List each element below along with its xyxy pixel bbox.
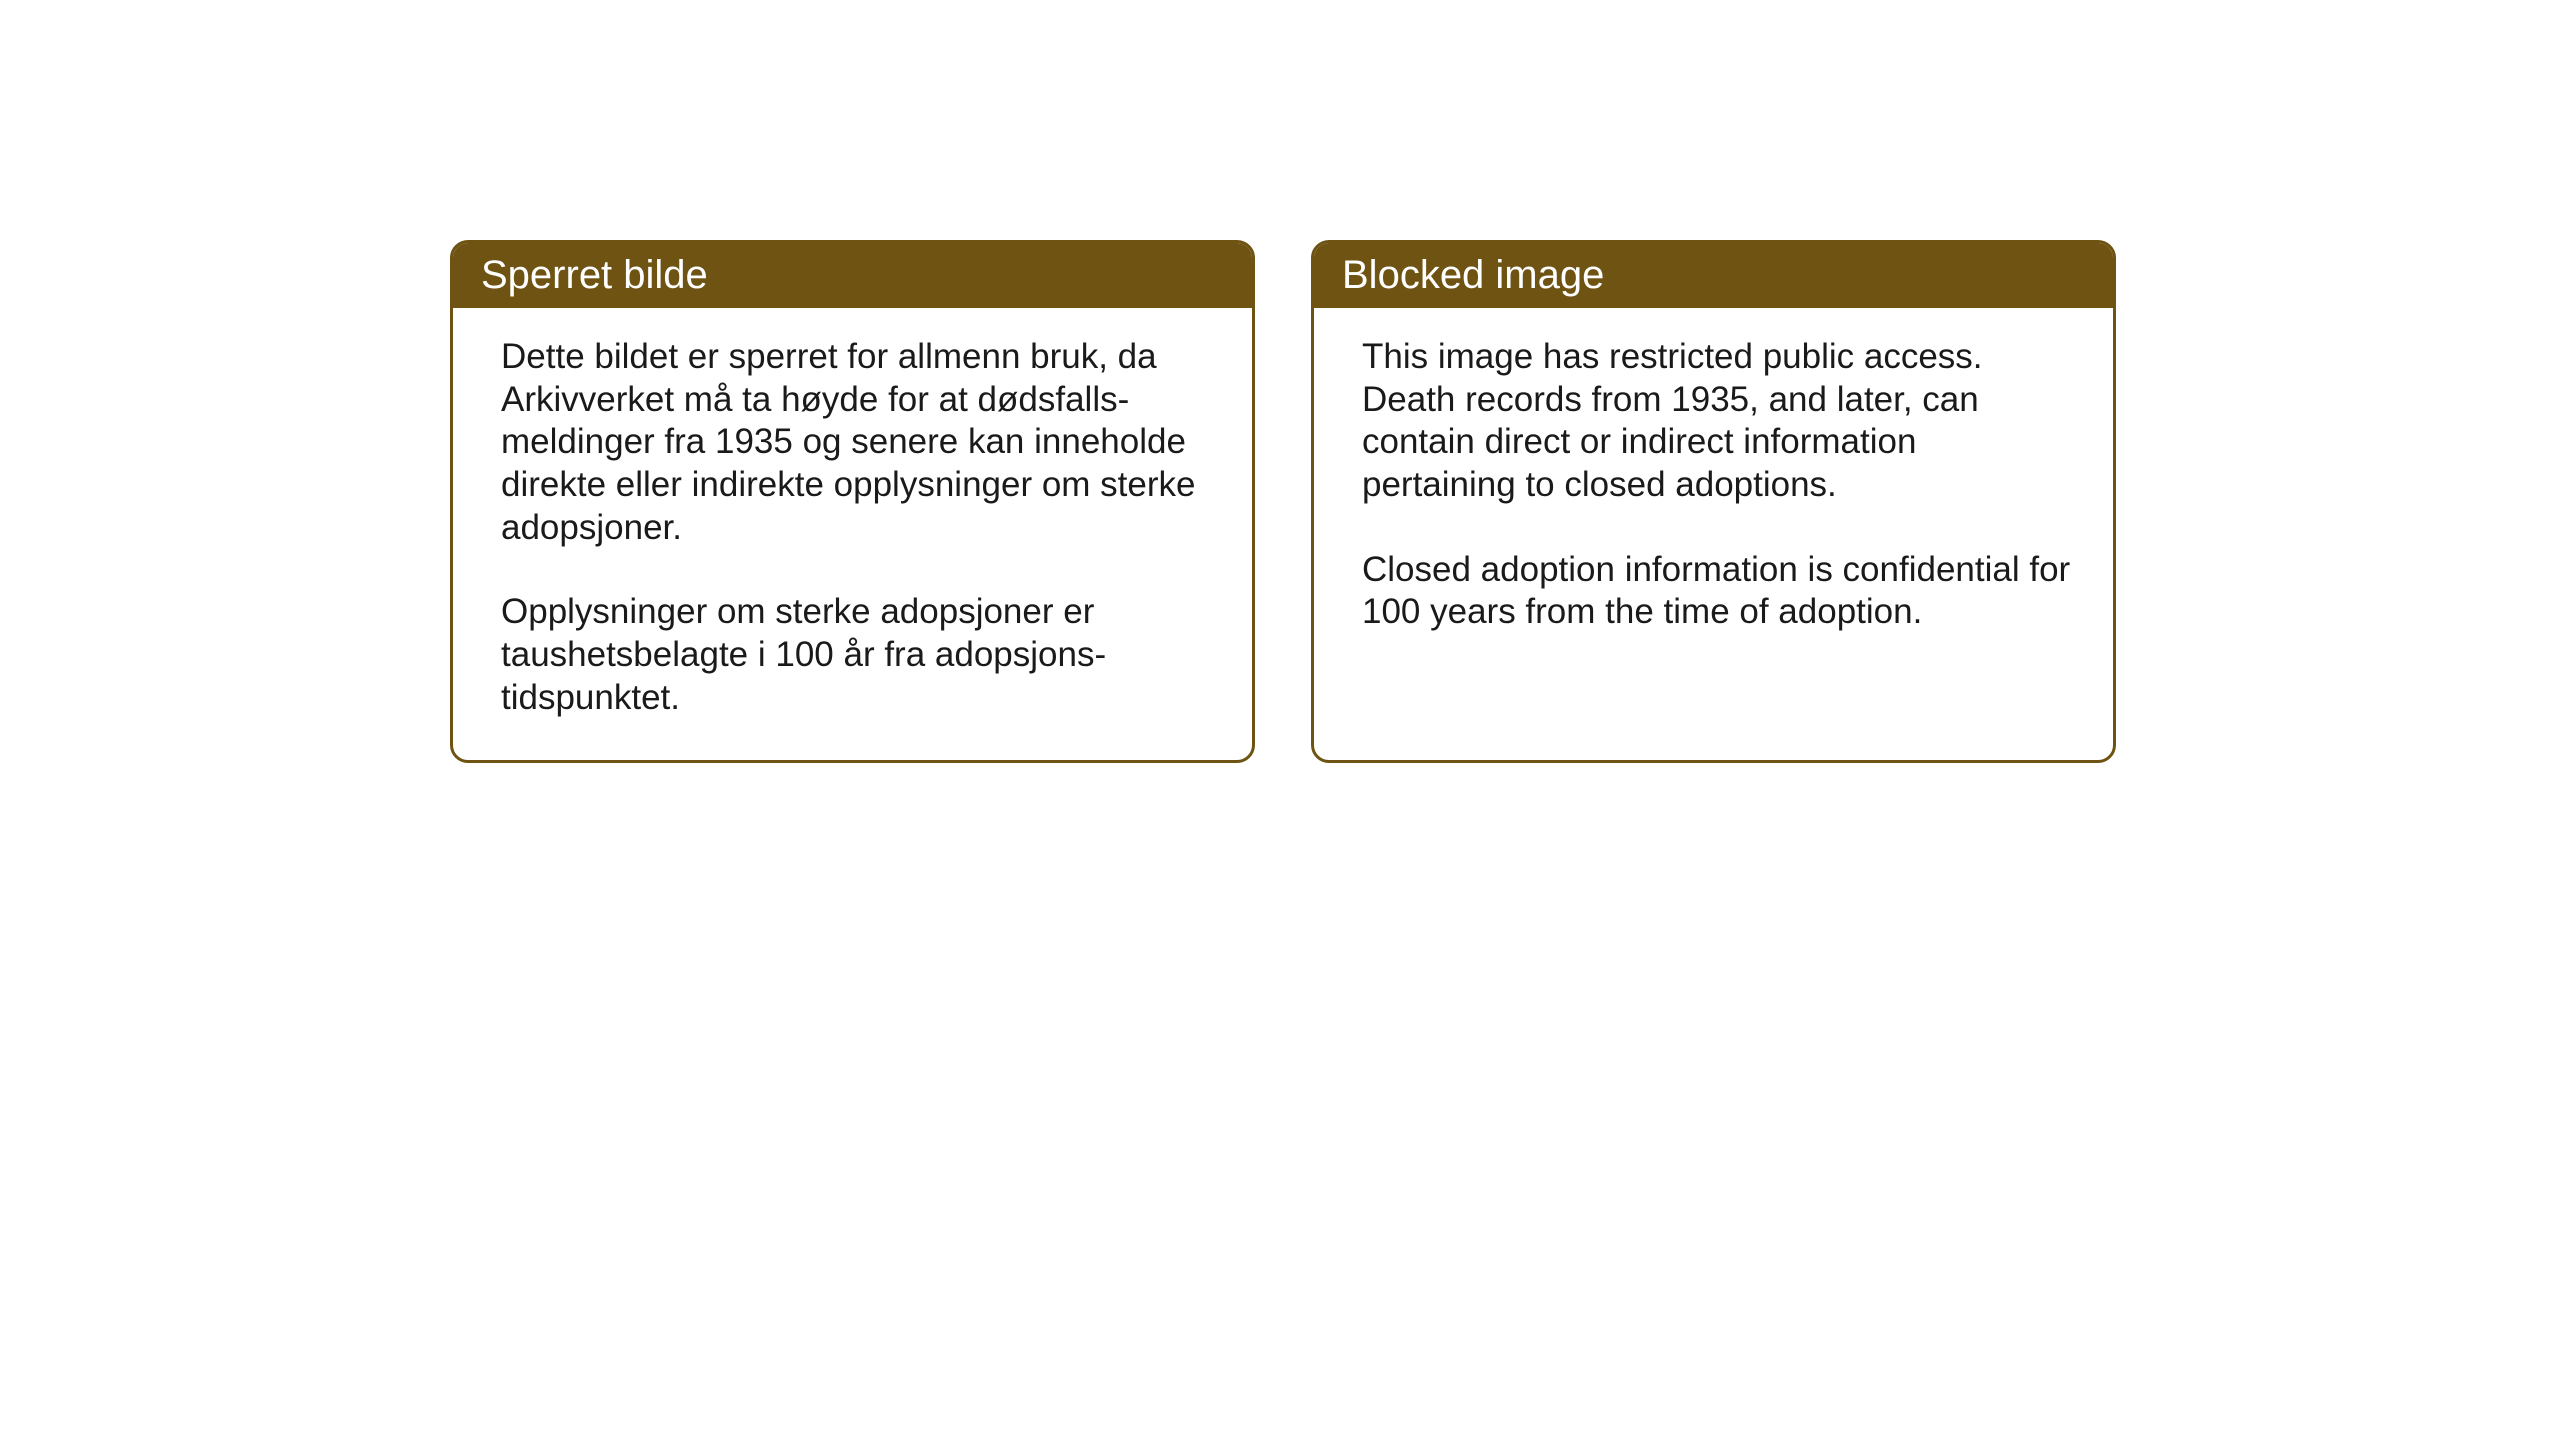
english-card-body: This image has restricted public access.… (1314, 308, 2113, 674)
english-card: Blocked image This image has restricted … (1311, 240, 2116, 763)
norwegian-paragraph-1: Dette bildet er sperret for allmenn bruk… (501, 336, 1212, 549)
english-paragraph-1: This image has restricted public access.… (1362, 336, 2073, 507)
english-paragraph-2: Closed adoption information is confident… (1362, 549, 2073, 634)
norwegian-card-title: Sperret bilde (453, 243, 1252, 308)
notice-container: Sperret bilde Dette bildet er sperret fo… (450, 240, 2116, 763)
norwegian-card: Sperret bilde Dette bildet er sperret fo… (450, 240, 1255, 763)
english-card-title: Blocked image (1314, 243, 2113, 308)
norwegian-card-body: Dette bildet er sperret for allmenn bruk… (453, 308, 1252, 760)
norwegian-paragraph-2: Opplysninger om sterke adopsjoner er tau… (501, 591, 1212, 719)
